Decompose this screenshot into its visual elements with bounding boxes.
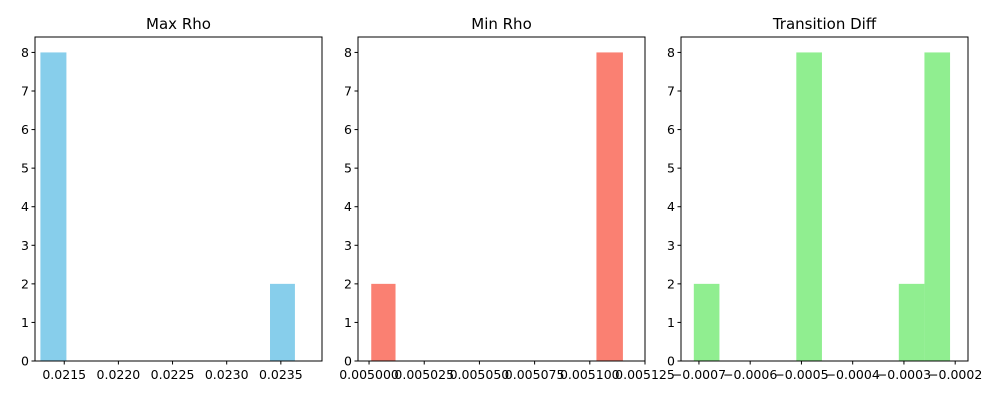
- y-tick-label: 0: [344, 354, 352, 369]
- y-tick-label: 8: [21, 45, 29, 60]
- y-tick-label: 6: [21, 122, 29, 137]
- histogram-bar: [796, 52, 822, 362]
- axes-frame: [34, 36, 323, 362]
- histogram-bar: [270, 283, 295, 361]
- x-tick-label: 0.005025: [394, 367, 454, 382]
- histogram-bar: [693, 283, 720, 361]
- subplot-title: Min Rho: [471, 15, 532, 33]
- x-tick-label: 0.0225: [151, 367, 195, 382]
- y-tick-label: 2: [21, 276, 29, 291]
- x-tick-label: 0.005125: [615, 367, 675, 382]
- y-tick-label: 7: [667, 84, 675, 99]
- y-tick-label: 7: [344, 84, 352, 99]
- y-tick-label: 1: [667, 315, 675, 330]
- x-tick-label: −0.0003: [877, 367, 931, 382]
- axes-frame: [680, 36, 969, 362]
- y-tick-label: 1: [344, 315, 352, 330]
- x-tick-label: −0.0006: [723, 367, 777, 382]
- y-tick-label: 6: [667, 122, 675, 137]
- y-tick-label: 0: [667, 354, 675, 369]
- x-tick-label: 0.005075: [505, 367, 565, 382]
- subplot-title: Max Rho: [146, 15, 211, 33]
- x-tick-label: −0.0005: [774, 367, 828, 382]
- x-tick-label: 0.005050: [450, 367, 510, 382]
- x-tick-label: −0.0002: [928, 367, 982, 382]
- subplot-transition-diff: 012345678−0.0007−0.0006−0.0005−0.0004−0.…: [667, 15, 982, 382]
- y-tick-label: 0: [21, 354, 29, 369]
- y-tick-label: 6: [344, 122, 352, 137]
- histogram-bar: [40, 52, 67, 362]
- y-tick-label: 4: [344, 199, 352, 214]
- y-tick-label: 8: [344, 45, 352, 60]
- x-tick-label: 0.005000: [339, 367, 399, 382]
- x-tick-label: −0.0007: [672, 367, 726, 382]
- y-tick-label: 4: [21, 199, 29, 214]
- y-tick-label: 2: [344, 276, 352, 291]
- x-tick-label: 0.0230: [205, 367, 249, 382]
- y-tick-label: 7: [21, 84, 29, 99]
- y-tick-label: 3: [344, 238, 352, 253]
- histogram-bar: [924, 52, 951, 362]
- subplot-max-rho: 0 1 2 3 4 5 6 7 8 0.0215 0.0220 0.0225 0.0230 0.0235 M…: [21, 15, 323, 382]
- y-tick-label: 1: [21, 315, 29, 330]
- y-tick-label: 5: [21, 161, 29, 176]
- y-tick-label: 5: [667, 161, 675, 176]
- histogram-bar: [371, 283, 396, 361]
- histogram-bar: [898, 283, 925, 361]
- y-tick-label: 8: [667, 45, 675, 60]
- x-tick-label: 0.0235: [259, 367, 303, 382]
- axes-frame: [357, 36, 646, 362]
- y-tick-label: 4: [667, 199, 675, 214]
- x-tick-label: 0.0220: [97, 367, 141, 382]
- subplot-min-rho: 0 1 2 3 4 5 6 7 8 0.0050000.0050250.0050500.00507…: [339, 15, 675, 382]
- y-tick-label: 3: [667, 238, 675, 253]
- x-tick-label: 0.005100: [560, 367, 620, 382]
- y-tick-label: 2: [667, 276, 675, 291]
- x-tick-label: −0.0004: [826, 367, 880, 382]
- x-tick-label: 0.0215: [42, 367, 86, 382]
- y-tick-label: 5: [344, 161, 352, 176]
- subplot-title: Transition Diff: [772, 15, 877, 33]
- y-tick-label: 3: [21, 238, 29, 253]
- histogram-bar: [596, 52, 623, 362]
